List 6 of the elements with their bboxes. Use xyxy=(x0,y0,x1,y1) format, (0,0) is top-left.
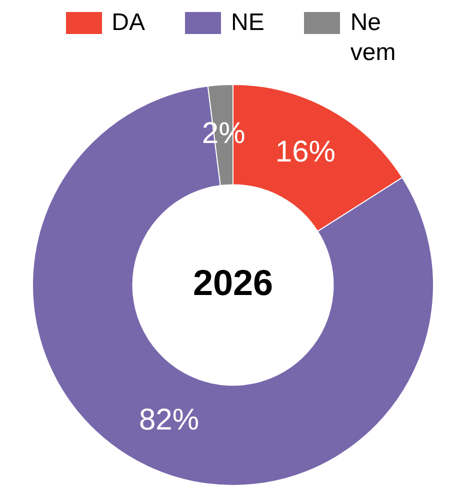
text: 2026 xyxy=(192,262,274,303)
legend-label: NE xyxy=(231,8,264,38)
legend-label: DA xyxy=(112,8,145,38)
data-label: 82% xyxy=(138,403,199,436)
legend-label: Ne vem xyxy=(350,8,397,68)
data-label: 16% xyxy=(275,135,336,168)
